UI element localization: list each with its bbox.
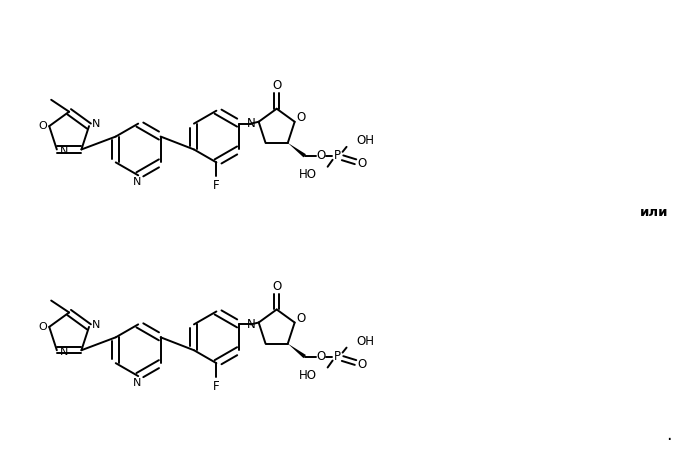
Text: или: или bbox=[640, 206, 668, 218]
Text: O: O bbox=[296, 111, 305, 124]
Text: O: O bbox=[38, 322, 47, 332]
Text: N: N bbox=[59, 347, 68, 357]
Text: P: P bbox=[334, 350, 341, 363]
Text: OH: OH bbox=[356, 134, 375, 148]
Text: N: N bbox=[59, 147, 68, 157]
Text: O: O bbox=[296, 312, 305, 325]
Text: N: N bbox=[246, 117, 255, 130]
Text: O: O bbox=[316, 149, 325, 162]
Text: N: N bbox=[92, 119, 100, 129]
Text: HO: HO bbox=[298, 168, 317, 181]
Text: O: O bbox=[316, 350, 325, 363]
Text: N: N bbox=[92, 320, 100, 330]
Text: O: O bbox=[38, 121, 47, 131]
Text: N: N bbox=[246, 318, 255, 331]
Text: O: O bbox=[358, 358, 367, 371]
Polygon shape bbox=[288, 143, 306, 158]
Text: OH: OH bbox=[356, 335, 375, 348]
Polygon shape bbox=[288, 344, 306, 358]
Text: P: P bbox=[334, 149, 341, 162]
Text: .: . bbox=[666, 426, 672, 444]
Text: N: N bbox=[133, 177, 141, 187]
Text: HO: HO bbox=[298, 369, 317, 382]
Text: N: N bbox=[133, 378, 141, 388]
Text: O: O bbox=[272, 280, 281, 293]
Text: O: O bbox=[272, 79, 281, 92]
Text: O: O bbox=[358, 157, 367, 170]
Text: F: F bbox=[213, 179, 219, 192]
Text: F: F bbox=[213, 380, 219, 393]
